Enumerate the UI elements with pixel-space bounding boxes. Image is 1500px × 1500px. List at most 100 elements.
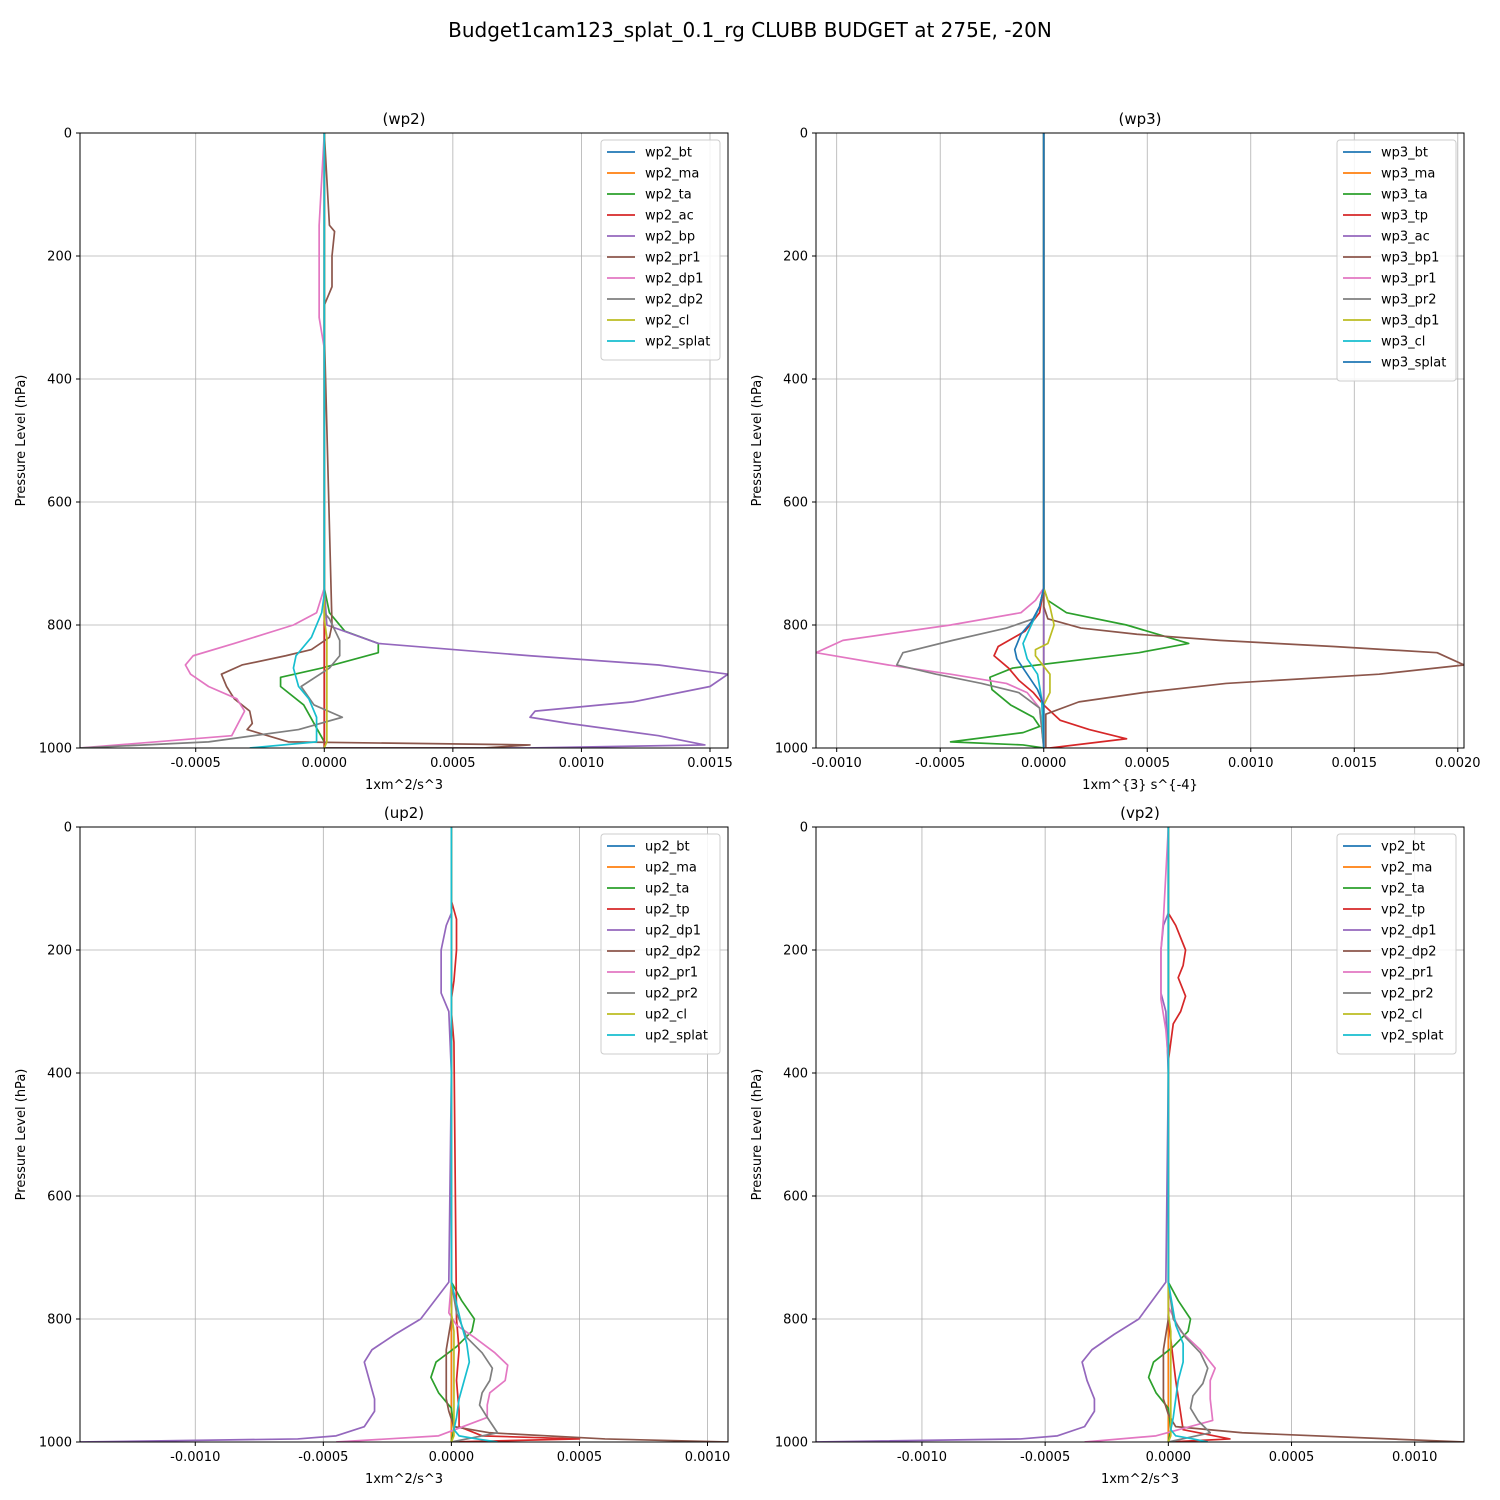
x-tick-label: 0.0015 [687, 756, 733, 771]
legend-entry: vp2_pr2 [1381, 987, 1434, 1002]
series-line-wp3_pr1 [816, 133, 1045, 748]
series-line-wp3_splat [1013, 133, 1045, 748]
legend-entry: wp2_pr1 [645, 251, 701, 266]
legend-entry: wp3_ta [1381, 188, 1428, 203]
y-axis-label: Pressure Level (hPa) [14, 375, 29, 507]
y-axis-label: Pressure Level (hPa) [14, 1069, 29, 1201]
legend-entry: vp2_dp1 [1381, 924, 1437, 939]
y-tick-label: 0 [800, 127, 808, 142]
legend-entry: vp2_dp2 [1381, 945, 1437, 960]
legend-entry: vp2_ma [1381, 861, 1432, 876]
legend-entry: vp2_ta [1381, 882, 1425, 897]
y-tick-label: 800 [47, 1313, 72, 1328]
legend-entry: wp3_splat [1381, 356, 1446, 371]
x-tick-label: 0.0015 [1332, 756, 1378, 771]
axes-frame [79, 826, 729, 1443]
y-axis-label: Pressure Level (hPa) [750, 1069, 765, 1201]
x-tick-label: 0.0010 [1228, 756, 1274, 771]
series-line-wp2_dp1 [80, 133, 326, 748]
x-tick-label: 0.0000 [1146, 1450, 1192, 1465]
legend-entry: wp3_pr2 [1381, 293, 1437, 308]
y-tick-label: 200 [783, 944, 808, 959]
legend: wp3_bt wp3_ma wp3_ta wp3_tp wp3_ac wp3_bp1 wp3… [1336, 139, 1457, 382]
y-tick-label: 600 [47, 496, 72, 511]
series-group [80, 133, 728, 748]
series-line-up2_tp [450, 827, 581, 1442]
legend-entry: wp3_tp [1381, 209, 1428, 224]
y-tick-label: 400 [47, 373, 72, 388]
legend-entry: wp2_ma [645, 167, 699, 182]
legend-box [600, 833, 721, 1055]
series-group [816, 133, 1464, 748]
series-line-up2_dp1 [80, 827, 453, 1442]
x-tick-label: 0.0000 [302, 756, 348, 771]
y-tick-label: 600 [783, 1190, 808, 1205]
series-line-wp2_dp2 [80, 133, 344, 748]
y-tick-label: 0 [800, 821, 808, 836]
x-axis-label: 1xm^2/s^3 [365, 1472, 443, 1487]
y-tick-label: 800 [783, 1313, 808, 1328]
axes-frame [79, 132, 729, 749]
panel-title: (wp3) [1118, 110, 1161, 128]
x-tick-label: 0.0010 [1392, 1450, 1438, 1465]
chart-panel-2: -0.0010 -0.0005 0.0000 0.0005 0.0010 0.0015 0.… [750, 110, 1481, 793]
figure-title: Budget1cam123_splat_0.1_rg CLUBB BUDGET … [448, 18, 1052, 42]
chart-panel-3: -0.0010 -0.0005 0.0000 0.0005 0.0010 0 200 400 6… [14, 804, 730, 1487]
legend-entry: wp2_bp [645, 230, 695, 245]
series-line-up2_splat [450, 827, 498, 1442]
legend-entry: up2_bt [645, 840, 690, 855]
x-tick-label: 0.0000 [1021, 756, 1067, 771]
y-tick-label: 200 [783, 250, 808, 265]
series-line-vp2_tp [1167, 827, 1231, 1442]
axes-frame [815, 826, 1465, 1443]
legend-entry: wp3_cl [1381, 335, 1425, 350]
series-line-wp3_ta [949, 133, 1190, 748]
legend-entry: wp3_bp1 [1381, 251, 1439, 266]
y-tick-label: 400 [783, 1067, 808, 1082]
y-tick-label: 800 [47, 619, 72, 634]
chart-panel-4: -0.0010 -0.0005 0.0000 0.0005 0.0010 0 200 400 6… [750, 804, 1465, 1487]
legend-entry: vp2_pr1 [1381, 966, 1434, 981]
y-tick-label: 600 [783, 496, 808, 511]
x-axis-label: 1xm^2/s^3 [365, 778, 443, 793]
legend-entry: up2_ma [645, 861, 697, 876]
x-tick-label: -0.0010 [812, 756, 862, 771]
series-line-wp3_bp1 [1042, 133, 1464, 748]
x-tick-label: -0.0010 [170, 1450, 220, 1465]
y-tick-label: 800 [783, 619, 808, 634]
legend-entry: wp2_ac [645, 209, 694, 224]
x-tick-label: 0.0005 [1269, 1450, 1315, 1465]
x-tick-label: -0.0010 [897, 1450, 947, 1465]
y-tick-label: 200 [47, 250, 72, 265]
x-axis-label: 1xm^{3} s^{-4} [1082, 778, 1198, 793]
legend-entry: wp2_dp1 [645, 272, 703, 287]
y-tick-label: 1000 [39, 742, 72, 757]
panel-title: (wp2) [382, 110, 425, 128]
legend-entry: up2_splat [645, 1029, 708, 1044]
panel-title: (up2) [384, 804, 424, 822]
series-line-vp2_dp2 [1162, 827, 1464, 1442]
legend-entry: vp2_bt [1381, 840, 1425, 855]
series-line-up2_pr2 [450, 827, 499, 1442]
legend-entry: wp3_dp1 [1381, 314, 1439, 329]
legend-entry: up2_cl [645, 1008, 687, 1023]
legend-entry: wp2_dp2 [645, 293, 703, 308]
y-tick-label: 0 [64, 127, 72, 142]
axes-frame [815, 132, 1465, 749]
series-group [80, 827, 728, 1442]
x-tick-label: -0.0005 [915, 756, 965, 771]
x-tick-label: 0.0010 [685, 1450, 731, 1465]
series-line-up2_dp2 [445, 827, 728, 1442]
legend-entry: up2_pr1 [645, 966, 698, 981]
y-tick-label: 1000 [39, 1436, 72, 1451]
legend-entry: wp2_bt [645, 146, 692, 161]
legend-entry: up2_ta [645, 882, 689, 897]
y-tick-label: 400 [47, 1067, 72, 1082]
series-group [816, 827, 1464, 1442]
series-line-wp2_splat [249, 133, 326, 748]
legend-entry: up2_dp1 [645, 924, 701, 939]
x-tick-label: -0.0005 [298, 1450, 348, 1465]
y-tick-label: 1000 [775, 742, 808, 757]
